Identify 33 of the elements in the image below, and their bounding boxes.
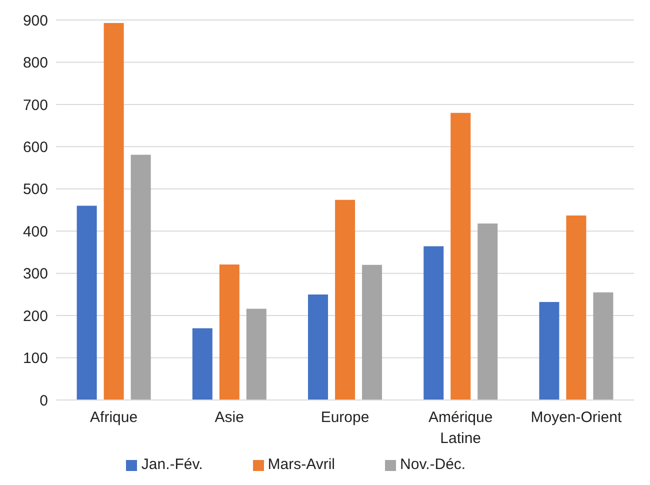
bar — [130, 154, 151, 400]
bar — [219, 264, 240, 400]
bar — [424, 246, 444, 400]
x-tick-label: Moyen-Orient — [530, 409, 622, 426]
bar — [192, 328, 212, 400]
legend-label: Jan.-Fév. — [141, 456, 203, 473]
bar — [308, 294, 328, 400]
x-tick-label: Europe — [320, 409, 370, 426]
x-tick-label: Asie — [214, 409, 244, 426]
x-tick-label: Afrique — [90, 409, 138, 426]
bar — [566, 215, 586, 400]
y-tick-label: 400 — [22, 223, 48, 240]
y-tick-label: 500 — [22, 181, 48, 198]
x-tick-label: Amérique Latine — [428, 409, 493, 447]
bar — [478, 224, 498, 400]
bar — [539, 302, 560, 400]
bar — [335, 200, 356, 400]
y-tick-label: 300 — [22, 266, 48, 283]
bar — [246, 308, 266, 400]
legend-label: Mars-Avril — [268, 456, 336, 473]
y-tick-label: 200 — [22, 308, 48, 325]
y-tick-label: 900 — [22, 12, 48, 30]
bar — [76, 206, 97, 400]
y-tick-label: 0 — [40, 392, 48, 410]
bar — [593, 292, 614, 400]
bar — [362, 264, 382, 400]
bar — [450, 112, 471, 400]
bar — [104, 22, 124, 400]
y-tick-label: 600 — [22, 138, 48, 156]
y-tick-label: 700 — [22, 96, 48, 114]
y-tick-label: 100 — [22, 350, 48, 368]
legend-label: Nov.-Déc. — [400, 456, 466, 473]
y-tick-label: 800 — [22, 54, 48, 72]
